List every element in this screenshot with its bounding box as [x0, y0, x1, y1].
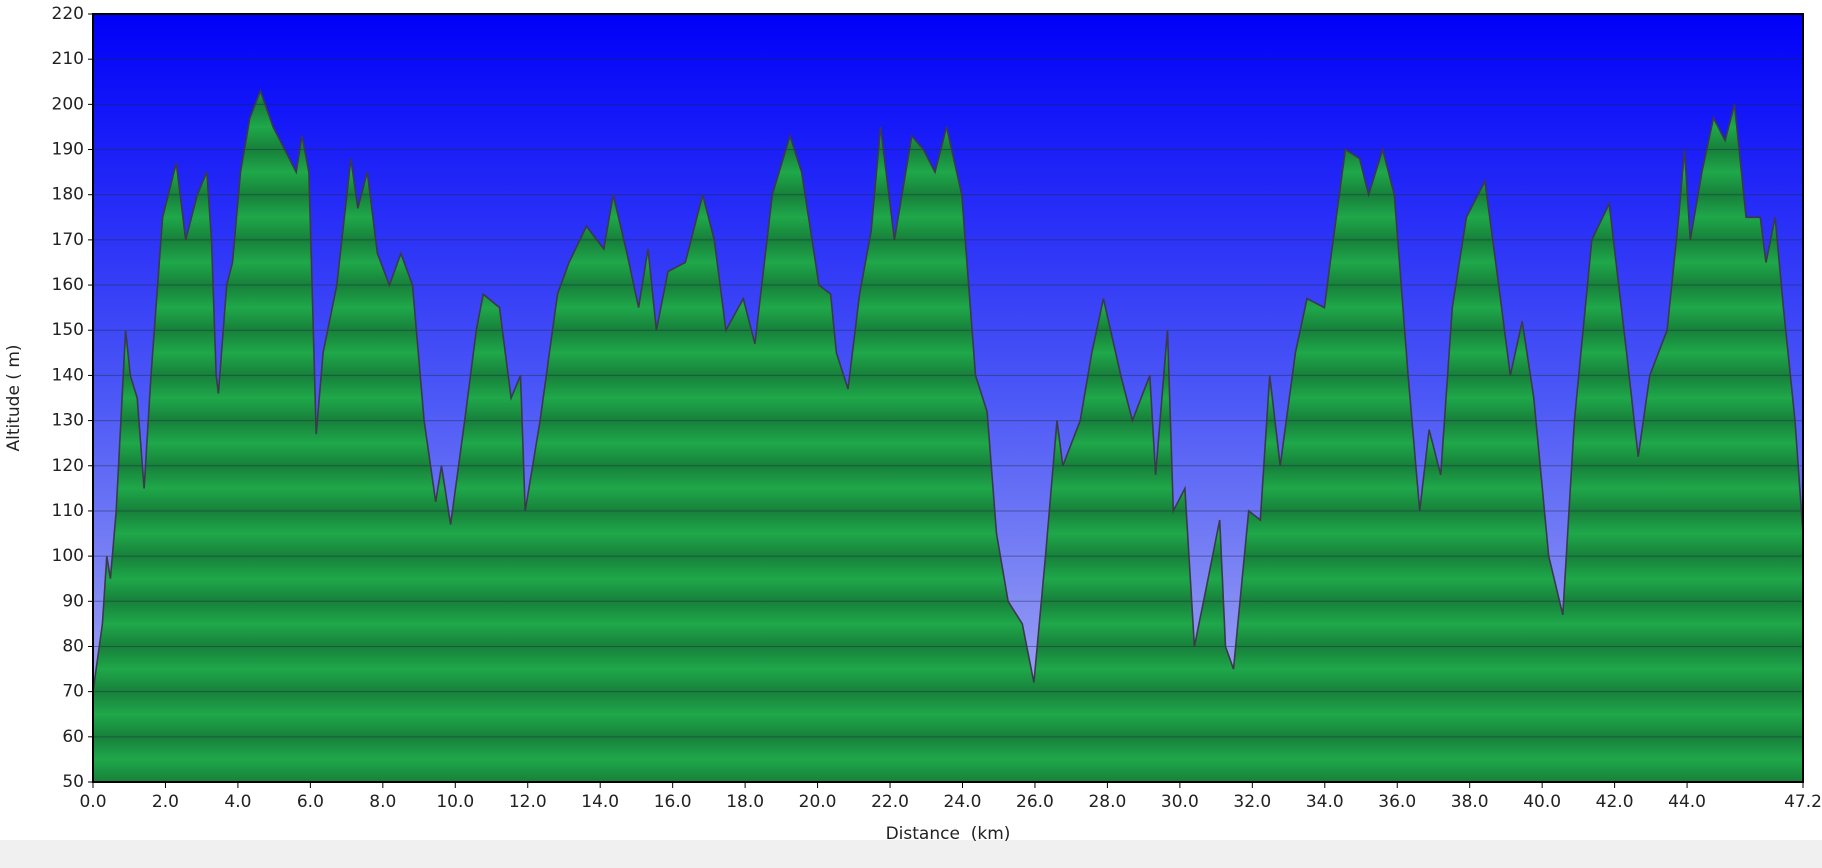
x-tick-label: 47.2 — [1784, 792, 1822, 812]
x-tick-label: 2.0 — [152, 792, 179, 812]
x-tick-label: 22.0 — [871, 792, 909, 812]
x-tick-label: 0.0 — [79, 792, 106, 812]
x-tick-label: 10.0 — [436, 792, 474, 812]
x-tick-label: 14.0 — [581, 792, 619, 812]
x-tick-label: 20.0 — [799, 792, 837, 812]
y-tick-label: 80 — [62, 636, 84, 656]
footer-band — [0, 840, 1822, 868]
x-tick-label: 32.0 — [1233, 792, 1271, 812]
y-tick-label: 220 — [52, 4, 84, 24]
y-tick-label: 120 — [52, 456, 84, 476]
x-tick-label: 44.0 — [1668, 792, 1706, 812]
x-tick-label: 34.0 — [1306, 792, 1344, 812]
x-tick-label: 16.0 — [654, 792, 692, 812]
y-axis-label: Altitude ( m) — [4, 344, 24, 451]
x-tick-label: 6.0 — [297, 792, 324, 812]
x-tick-label: 24.0 — [944, 792, 982, 812]
elevation-line — [92, 88, 1804, 692]
y-tick-label: 150 — [52, 320, 84, 340]
y-tick-label: 170 — [52, 230, 84, 250]
y-tick-label: 200 — [52, 94, 84, 114]
x-tick-label: 30.0 — [1161, 792, 1199, 812]
y-tick-label: 130 — [52, 411, 84, 431]
x-tick-label: 8.0 — [369, 792, 396, 812]
y-tick-label: 90 — [62, 591, 84, 611]
y-tick-label: 50 — [62, 772, 84, 792]
x-axis-label: Distance (km) — [886, 824, 1011, 844]
x-tick-label: 28.0 — [1088, 792, 1126, 812]
y-tick-label: 190 — [52, 140, 84, 160]
x-tick-label: 4.0 — [224, 792, 251, 812]
x-tick-label: 40.0 — [1523, 792, 1561, 812]
y-tick-label: 60 — [62, 727, 84, 747]
x-tick-label: 12.0 — [509, 792, 547, 812]
y-tick-label: 180 — [52, 185, 84, 205]
y-tick-label: 160 — [52, 275, 84, 295]
y-tick-label: 110 — [52, 501, 84, 521]
x-tick-label: 38.0 — [1451, 792, 1489, 812]
x-tick-label: 36.0 — [1378, 792, 1416, 812]
x-tick-label: 18.0 — [726, 792, 764, 812]
plot-area — [92, 13, 1804, 783]
y-tick-label: 210 — [52, 49, 84, 69]
y-tick-label: 70 — [62, 682, 84, 702]
plot-frame — [92, 13, 1804, 783]
x-tick-label: 26.0 — [1016, 792, 1054, 812]
x-tick-label: 42.0 — [1596, 792, 1634, 812]
y-tick-label: 100 — [52, 546, 84, 566]
elevation-area — [93, 90, 1803, 783]
y-tick-label: 140 — [52, 365, 84, 385]
